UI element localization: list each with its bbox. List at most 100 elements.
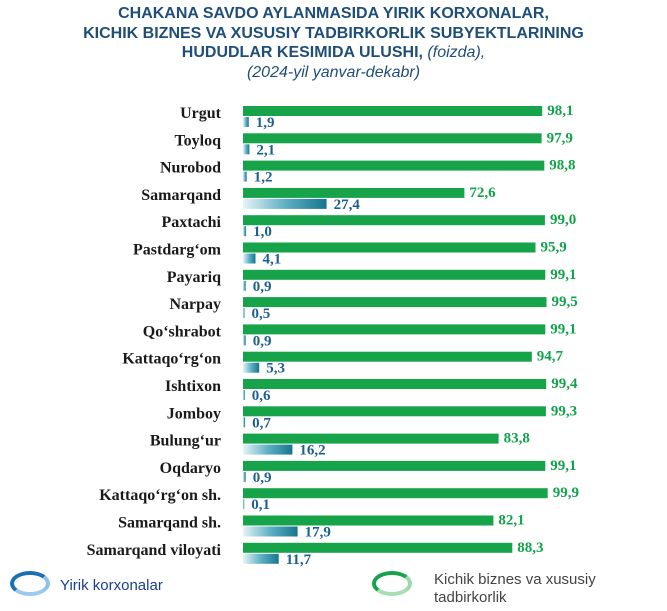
category-label: Nurobod xyxy=(160,160,221,177)
bar-yirik xyxy=(243,444,293,455)
legend-label-kichik: Kichik biznes va xususiy tadbirkorlik xyxy=(434,571,596,606)
data-label-yirik: 16,2 xyxy=(299,443,325,459)
bar-yirik xyxy=(243,553,279,564)
bar-yirik xyxy=(243,117,249,127)
title-line-2: KICHIK BIZNES VA XUSUSIY TADBIRKORLIK SU… xyxy=(83,24,584,42)
data-label-yirik: 0,9 xyxy=(253,470,272,486)
bar-kichik xyxy=(243,160,545,171)
data-label-kichik: 98,8 xyxy=(549,158,575,174)
data-label-kichik: 99,1 xyxy=(550,321,576,337)
bar-yirik xyxy=(243,499,245,510)
data-label-yirik: 0,6 xyxy=(252,388,271,404)
data-label-kichik: 98,1 xyxy=(547,103,573,119)
data-label-yirik: 1,9 xyxy=(256,115,275,131)
data-label-kichik: 99,1 xyxy=(550,458,576,474)
title-line-3: HUDUDLAR KESIMIDA ULUSHI, (foizda), xyxy=(0,43,667,63)
bar-kichik xyxy=(243,187,465,198)
category-label: Ishtixon xyxy=(165,378,221,395)
data-label-kichik: 99,5 xyxy=(552,294,578,310)
data-label-kichik: 99,3 xyxy=(551,403,577,419)
category-label: Kattaqo‘rg‘on xyxy=(122,351,221,368)
title-period: (2024-yil yanvar-dekabr) xyxy=(246,63,421,81)
bar-kichik xyxy=(243,433,499,444)
data-label-yirik: 0,7 xyxy=(252,415,271,431)
category-label: Samarqand viloyati xyxy=(87,542,222,559)
bar-yirik xyxy=(243,471,246,482)
data-label-yirik: 4,1 xyxy=(263,252,282,268)
category-label: Samarqand xyxy=(141,187,221,204)
bar-yirik xyxy=(243,226,247,237)
category-label: Narpay xyxy=(169,296,221,313)
category-label: Kattaqo‘rg‘on sh. xyxy=(99,487,221,504)
bar-yirik xyxy=(243,417,246,428)
bar-kichik xyxy=(243,351,532,362)
data-label-kichik: 83,8 xyxy=(504,431,530,447)
legend-item-kichik: Kichik biznes va xususiy tadbirkorlik xyxy=(372,571,664,607)
legend-label-yirik: Yirik korxonalar xyxy=(60,577,163,594)
bar-kichik xyxy=(243,324,546,335)
legend-swatch-blue xyxy=(10,571,50,596)
data-label-kichik: 97,9 xyxy=(547,130,573,146)
bar-yirik xyxy=(243,335,246,346)
category-label: Samarqand sh. xyxy=(118,515,221,532)
bar-kichik xyxy=(243,406,546,417)
data-label-kichik: 99,0 xyxy=(550,212,576,228)
legend-item-yirik: Yirik korxonalar xyxy=(10,571,163,596)
data-label-yirik: 27,4 xyxy=(334,197,361,213)
bar-kichik xyxy=(243,488,548,499)
bar-yirik xyxy=(243,144,250,155)
data-label-yirik: 17,9 xyxy=(305,525,331,541)
bar-kichik xyxy=(243,379,547,389)
data-label-yirik: 1,0 xyxy=(253,224,272,240)
data-label-kichik: 99,1 xyxy=(550,267,576,283)
data-label-yirik: 0,5 xyxy=(252,306,271,322)
bar-kichik xyxy=(243,106,543,116)
data-label-kichik: 72,6 xyxy=(469,185,496,201)
category-label: Pastdarg‘om xyxy=(133,242,222,259)
bar-yirik xyxy=(243,390,245,400)
bar-kichik xyxy=(243,242,536,253)
bar-yirik xyxy=(243,280,246,291)
bar-yirik xyxy=(243,253,256,264)
data-label-yirik: 1,2 xyxy=(254,170,273,186)
data-label-yirik: 0,1 xyxy=(251,497,270,513)
category-label: Toyloq xyxy=(174,132,221,149)
data-label-yirik: 2,1 xyxy=(256,142,275,158)
bar-kichik xyxy=(243,297,547,308)
data-label-kichik: 82,1 xyxy=(498,513,524,529)
category-label: Bulung‘ur xyxy=(150,433,221,450)
bar-yirik xyxy=(243,308,245,319)
data-label-yirik: 0,9 xyxy=(253,279,272,295)
data-label-kichik: 99,9 xyxy=(553,485,579,501)
bar-kichik xyxy=(243,515,494,526)
bar-yirik xyxy=(243,198,327,209)
bar-kichik xyxy=(243,133,542,144)
bar-kichik xyxy=(243,542,513,553)
category-label: Oqdaryo xyxy=(160,460,221,477)
category-label: Payariq xyxy=(167,269,221,286)
bar-kichik xyxy=(243,460,546,471)
data-label-yirik: 5,3 xyxy=(266,361,285,377)
category-label: Paxtachi xyxy=(161,214,221,231)
bar-kichik xyxy=(243,269,546,280)
category-label: Urgut xyxy=(180,105,222,122)
data-label-kichik: 95,9 xyxy=(541,240,567,256)
category-label: Qo‘shrabot xyxy=(143,323,222,340)
category-label: Jomboy xyxy=(167,405,221,422)
data-label-yirik: 0,9 xyxy=(253,333,272,349)
title-line-1: CHAKANA SAVDO AYLANMASIDA YIRIK KORXONAL… xyxy=(118,5,549,22)
data-label-kichik: 94,7 xyxy=(537,349,564,365)
bar-kichik xyxy=(243,215,545,226)
bars-group: Urgut 98,1 1,9 Toyloq 97,9 2,1 Nurobod 98,8 1,2 S… xyxy=(87,103,579,568)
chart-title: CHAKANA SAVDO AYLANMASIDA YIRIK KORXONAL… xyxy=(0,4,667,82)
data-label-kichik: 99,4 xyxy=(551,376,578,392)
legend-swatch-green xyxy=(372,571,412,596)
title-unit: (foizda), xyxy=(427,44,486,61)
bar-yirik xyxy=(243,171,247,182)
bar-yirik xyxy=(243,362,260,373)
data-label-kichik: 88,3 xyxy=(517,540,543,556)
title-line-3-bold: HUDUDLAR KESIMIDA ULUSHI, xyxy=(181,44,423,61)
data-label-yirik: 11,7 xyxy=(286,552,312,568)
bar-yirik xyxy=(243,526,298,537)
